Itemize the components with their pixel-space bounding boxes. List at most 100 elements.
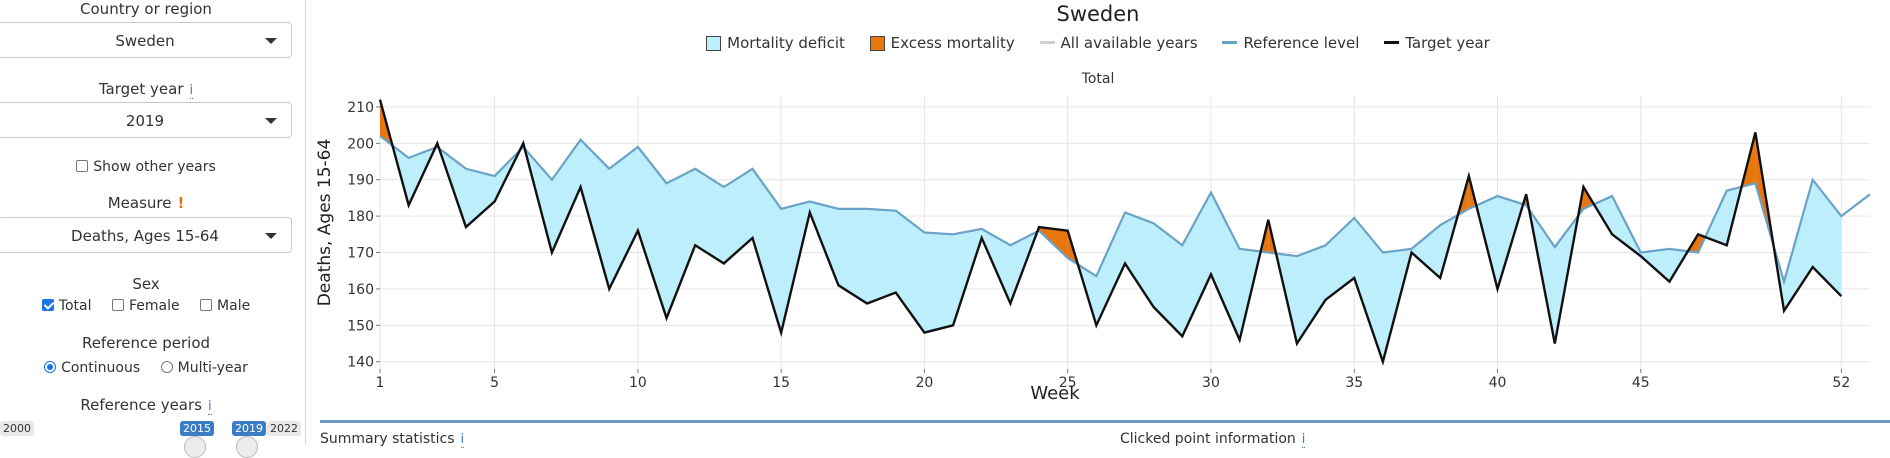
sidebar: Country or region Sweden Target year i 20… <box>0 0 306 458</box>
excess-area <box>1268 219 1277 254</box>
reference-years-label-text: Reference years <box>80 396 202 414</box>
info-icon[interactable]: i <box>460 432 465 448</box>
x-tick-label: 52 <box>1832 375 1850 391</box>
target-year-label-text: Target year <box>98 80 184 98</box>
deficit-area <box>1784 179 1813 311</box>
sex-total-checkbox[interactable] <box>41 299 54 311</box>
chevron-down-icon <box>265 233 277 239</box>
sex-male-checkbox[interactable] <box>200 299 213 311</box>
slider-handle-to[interactable] <box>236 436 258 458</box>
deficit-area <box>838 208 868 304</box>
show-other-years-row[interactable]: Show other years <box>0 159 292 175</box>
target-year-line <box>378 99 1843 366</box>
x-tick-label: 5 <box>490 375 499 391</box>
measure-select[interactable]: Deaths, Ages 15-64 <box>0 217 292 253</box>
continuous-radio[interactable] <box>44 361 57 373</box>
x-axis-label: Week <box>1030 383 1080 404</box>
multi-year-radio[interactable] <box>160 361 173 373</box>
sex-option-label: Female <box>128 298 180 314</box>
deficit-area <box>1411 225 1441 278</box>
deficit-area <box>752 168 782 333</box>
main-panel: Sweden Mortality deficit Excess mortalit… <box>306 0 1890 448</box>
sex-option-male[interactable]: Male <box>200 298 250 314</box>
y-tick-label: 190 <box>347 173 374 189</box>
legend-label: All available years <box>1060 33 1198 52</box>
y-tick-label: 140 <box>347 355 374 371</box>
deficit-area <box>924 232 954 333</box>
ref-option-continuous[interactable]: Continuous <box>44 360 140 376</box>
legend: Mortality deficit Excess mortality All a… <box>306 33 1890 52</box>
deficit-area <box>392 145 409 206</box>
info-icon[interactable]: i <box>189 83 194 99</box>
sex-option-label: Total <box>58 298 92 314</box>
all-years-swatch <box>1039 40 1055 44</box>
slider-max-label: 2022 <box>267 421 301 436</box>
legend-label: Target year <box>1405 33 1490 52</box>
ref-option-multi-year[interactable]: Multi-year <box>160 360 248 376</box>
deficit-area <box>1296 245 1326 344</box>
sex-option-total[interactable]: Total <box>41 298 92 314</box>
deficit-area <box>1153 223 1183 337</box>
show-other-years-label: Show other years <box>93 159 216 175</box>
x-tick-label: 30 <box>1202 375 1220 391</box>
reference-period-options: Continuous Multi-year <box>0 360 292 376</box>
y-tick-label: 180 <box>347 209 374 225</box>
slider-min-label: 2000 <box>0 421 34 436</box>
deficit-area <box>551 139 581 253</box>
target-year-label: Target year i <box>0 80 292 99</box>
sex-label: Sex <box>132 275 160 293</box>
info-icon[interactable]: i <box>207 399 212 415</box>
panel-title: Total <box>1081 71 1115 87</box>
excess-swatch <box>869 35 885 51</box>
target-year-select[interactable]: 2019 <box>0 102 292 138</box>
legend-label: Mortality deficit <box>727 33 845 52</box>
info-icon[interactable]: i <box>1301 432 1306 448</box>
deficit-area <box>666 168 696 319</box>
slider-to-label: 2019 <box>232 421 266 436</box>
deficit-area <box>1354 217 1383 362</box>
deficit-area <box>1182 192 1211 337</box>
deficit-area <box>695 168 724 264</box>
legend-item-excess[interactable]: Excess mortality <box>869 33 1015 52</box>
deficit-swatch <box>706 35 722 51</box>
x-tick-label: 1 <box>376 375 385 391</box>
warning-icon[interactable]: ! <box>177 194 185 212</box>
deficit-area <box>1210 192 1240 340</box>
legend-item-deficit[interactable]: Mortality deficit <box>706 34 845 52</box>
country-label: Country or region <box>80 0 212 18</box>
y-tick-label: 200 <box>347 136 374 152</box>
reference-years-label: Reference years i <box>0 396 292 415</box>
sex-option-female[interactable]: Female <box>111 298 180 314</box>
target-year-select-value: 2019 <box>125 112 165 130</box>
deficit-area <box>580 139 610 289</box>
deficit-area <box>867 208 896 304</box>
x-tick-label: 10 <box>629 375 647 391</box>
country-select-value: Sweden <box>115 32 175 50</box>
legend-item-all-years[interactable]: All available years <box>1039 33 1198 52</box>
legend-item-target[interactable]: Target year <box>1384 34 1490 52</box>
legend-item-reference[interactable]: Reference level <box>1222 34 1359 52</box>
deficit-area <box>465 168 495 228</box>
show-other-years-checkbox[interactable] <box>76 160 89 172</box>
y-tick-label: 160 <box>347 282 374 298</box>
slider-from-label: 2015 <box>180 421 214 436</box>
x-tick-label: 35 <box>1345 375 1363 391</box>
deficit-area <box>637 146 667 319</box>
summary-statistics-heading: Summary statistics i <box>320 431 465 448</box>
target-swatch <box>1384 40 1400 44</box>
sex-option-label: Male <box>217 298 251 314</box>
sex-female-checkbox[interactable] <box>111 299 124 311</box>
slider-handle-from[interactable] <box>184 436 206 458</box>
y-tick-label: 150 <box>347 318 374 334</box>
y-tick-label: 210 <box>347 100 374 116</box>
ref-option-label: Continuous <box>61 360 141 376</box>
deficit-area <box>1812 179 1842 297</box>
legend-label: Excess mortality <box>890 33 1015 52</box>
chevron-down-icon <box>265 38 277 44</box>
x-tick-label: 15 <box>772 375 790 391</box>
ref-option-label: Multi-year <box>177 360 248 376</box>
country-select[interactable]: Sweden <box>0 22 292 58</box>
summary-statistics-label: Summary statistics <box>320 431 455 447</box>
deficit-area <box>1125 212 1154 308</box>
